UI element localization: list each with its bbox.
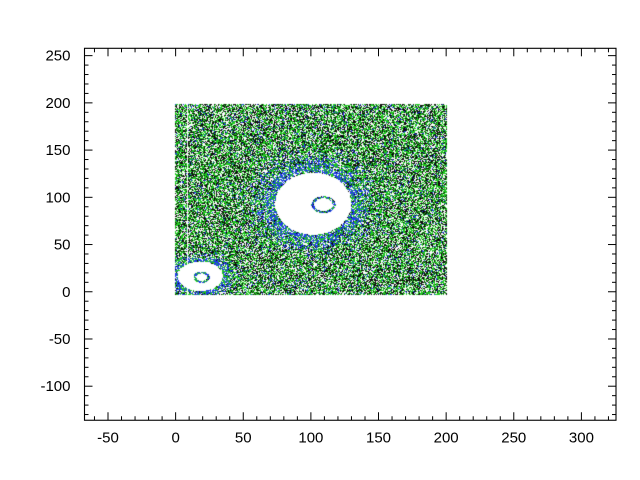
svg-text:50: 50 bbox=[54, 237, 71, 254]
svg-text:-50: -50 bbox=[97, 429, 119, 446]
svg-text:250: 250 bbox=[501, 429, 526, 446]
svg-text:250: 250 bbox=[45, 48, 70, 65]
svg-text:150: 150 bbox=[45, 142, 70, 159]
svg-text:-100: -100 bbox=[40, 378, 70, 395]
svg-text:200: 200 bbox=[45, 95, 70, 112]
svg-text:-50: -50 bbox=[49, 331, 71, 348]
svg-text:0: 0 bbox=[62, 284, 70, 301]
svg-text:100: 100 bbox=[45, 189, 70, 206]
svg-text:50: 50 bbox=[235, 429, 252, 446]
svg-text:300: 300 bbox=[569, 429, 594, 446]
svg-text:100: 100 bbox=[298, 429, 323, 446]
svg-text:150: 150 bbox=[366, 429, 391, 446]
svg-text:200: 200 bbox=[434, 429, 459, 446]
svg-text:0: 0 bbox=[171, 429, 179, 446]
